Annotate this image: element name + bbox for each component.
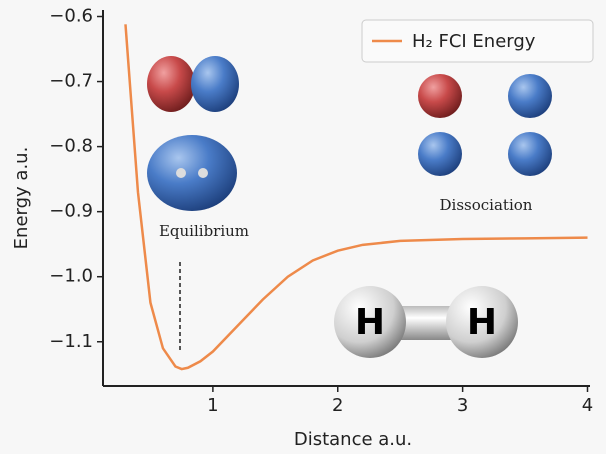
molecule: H H [334, 286, 518, 358]
atom-label: H [355, 302, 385, 343]
atom-label: H [467, 302, 497, 343]
orbital-illustrations [147, 56, 552, 211]
annotation: Equilibrium [159, 222, 249, 240]
y-axis-label: Energy a.u. [11, 147, 32, 250]
y-tick-label: −0.9 [49, 201, 93, 222]
x-tick-label: 4 [582, 395, 593, 416]
x-tick-label: 3 [457, 395, 468, 416]
chart: H H Equilibrium Dissociation Distance a.… [0, 0, 606, 454]
y-tick-label: −0.7 [49, 71, 93, 92]
annotation: Dissociation [440, 196, 533, 214]
y-tick-label: −1.1 [49, 331, 93, 352]
x-tick-label: 2 [332, 395, 343, 416]
y-tick-label: −1.0 [49, 266, 93, 287]
x-axis-label: Distance a.u. [294, 429, 412, 450]
legend-label: H₂ FCI Energy [412, 31, 536, 52]
y-tick-label: −0.8 [49, 136, 93, 157]
x-tick-label: 1 [207, 395, 218, 416]
y-tick-label: −0.6 [49, 6, 93, 27]
